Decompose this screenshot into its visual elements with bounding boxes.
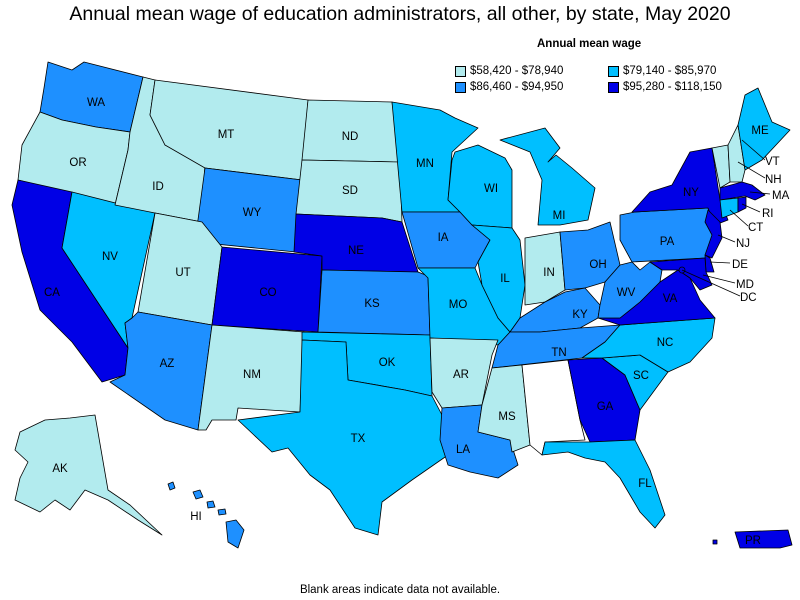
state-md[interactable] (649, 257, 713, 291)
state-label-in: IN (543, 267, 555, 279)
state-label-de: DE (732, 259, 748, 271)
state-label-nv: NV (102, 251, 118, 263)
state-label-wi: WI (484, 183, 498, 195)
footnote: Blank areas indicate data not available. (299, 584, 501, 596)
legend-item-bin-1: $58,420 - $78,940 (455, 65, 563, 77)
state-label-me: ME (751, 125, 769, 137)
state-pr[interactable] (712, 529, 793, 549)
legend-label: $79,140 - $85,970 (623, 65, 717, 77)
state-label-pa: PA (660, 236, 675, 248)
state-label-ny: NY (683, 187, 699, 199)
state-me[interactable] (737, 87, 791, 171)
state-label-ms: MS (498, 411, 516, 423)
legend-heading: Annual mean wage (537, 38, 642, 50)
state-label-wv: WV (617, 287, 636, 299)
state-label-wa: WA (87, 97, 105, 109)
state-label-mn: MN (416, 158, 434, 170)
legend-swatch (455, 81, 466, 93)
legend-swatch (455, 65, 466, 77)
state-fl[interactable] (541, 439, 666, 529)
state-hi[interactable] (167, 481, 245, 549)
state-label-ar: AR (453, 369, 469, 381)
legend-item-bin-4: $95,280 - $118,150 (608, 81, 722, 93)
legend-item-bin-2: $79,140 - $85,970 (608, 65, 716, 77)
state-label-az: AZ (160, 358, 175, 370)
state-label-co: CO (259, 287, 276, 299)
legend-swatch (608, 81, 619, 93)
state-label-ri: RI (762, 208, 774, 220)
state-pa[interactable] (619, 207, 719, 263)
state-label-sc: SC (633, 370, 649, 382)
legend-label: $58,420 - $78,940 (470, 65, 564, 77)
legend-label: $86,460 - $94,950 (470, 81, 564, 93)
state-label-mi: MI (553, 210, 566, 222)
state-label-la: LA (456, 444, 470, 456)
state-label-va: VA (663, 293, 678, 305)
state-label-nh: NH (765, 174, 782, 186)
state-label-md: MD (736, 279, 754, 291)
state-label-fl: FL (638, 478, 652, 490)
state-label-id: ID (152, 181, 164, 193)
state-label-ks: KS (364, 298, 380, 310)
state-label-ma: MA (772, 190, 790, 202)
state-label-ak: AK (52, 463, 68, 475)
state-label-or: OR (69, 157, 86, 169)
state-label-il: IL (500, 273, 510, 285)
state-label-nj: NJ (736, 238, 750, 250)
state-nh[interactable] (727, 124, 746, 183)
state-nj[interactable] (704, 209, 723, 259)
state-label-ia: IA (438, 232, 449, 244)
state-label-dc: DC (740, 292, 757, 304)
state-label-oh: OH (589, 259, 606, 271)
state-label-ca: CA (44, 287, 60, 299)
state-label-vt: VT (765, 156, 780, 168)
state-label-ky: KY (572, 309, 588, 321)
state-nc[interactable] (581, 317, 716, 373)
state-label-nc: NC (657, 337, 674, 349)
state-label-ct: CT (748, 222, 763, 234)
state-label-ne: NE (348, 245, 364, 257)
state-label-ut: UT (175, 267, 190, 279)
legend-label: $95,280 - $118,150 (623, 81, 722, 93)
state-ak[interactable] (14, 414, 163, 536)
state-labels: WA OR CA NV ID MT WY UT AZ CO NM ND SD N… (44, 97, 790, 547)
state-label-mo: MO (449, 299, 468, 311)
state-label-hi: HI (190, 511, 202, 523)
state-label-pr: PR (745, 535, 761, 547)
state-label-sd: SD (342, 185, 358, 197)
legend-item-bin-3: $86,460 - $94,950 (455, 81, 563, 93)
state-label-ok: OK (379, 357, 396, 369)
state-label-tn: TN (551, 347, 566, 359)
state-label-wy: WY (243, 207, 262, 219)
state-label-nm: NM (243, 369, 261, 381)
map-title: Annual mean wage of education administra… (69, 3, 731, 25)
label-leader-lines (681, 139, 771, 297)
state-label-ga: GA (597, 401, 614, 413)
state-tx[interactable] (237, 339, 449, 536)
state-mi[interactable] (499, 127, 596, 226)
legend-swatch (608, 65, 619, 77)
state-label-tx: TX (351, 433, 366, 445)
state-label-mt: MT (218, 129, 235, 141)
state-ri[interactable] (737, 196, 747, 213)
state-label-nd: ND (342, 131, 359, 143)
